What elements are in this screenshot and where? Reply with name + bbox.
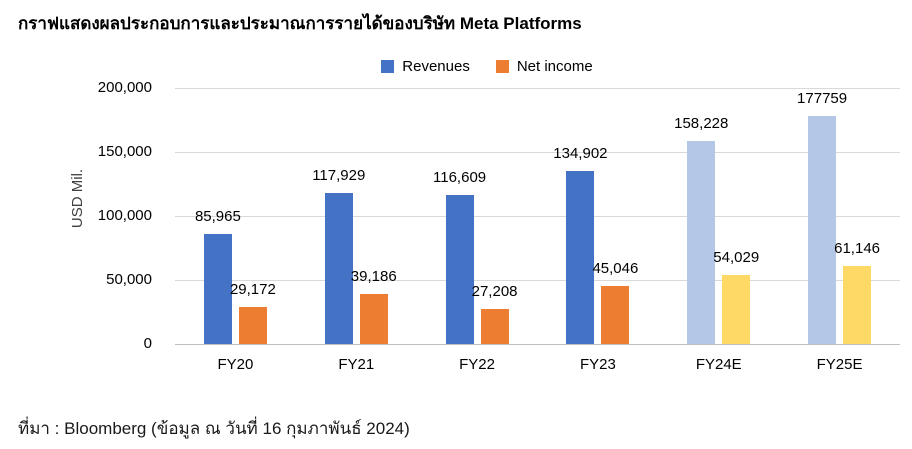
- data-label-net-income-fy21: 39,186: [350, 268, 397, 285]
- x-tick-label-fy23: FY23: [579, 356, 616, 373]
- gridline: [175, 87, 900, 89]
- data-label-revenues-fy22: 116,609: [433, 169, 487, 186]
- bar-net-income-fy20: [238, 307, 267, 344]
- legend-swatch-icon: [495, 59, 509, 73]
- plot-area: [175, 87, 900, 345]
- legend-item-net-income: Net income: [495, 57, 593, 75]
- data-label-net-income-fy24e: 54,029: [713, 249, 760, 266]
- data-label-revenues-fy25e: 177759: [797, 90, 848, 107]
- bar-net-income-fy23: [601, 286, 630, 344]
- y-tick-label: 150,000: [97, 143, 152, 160]
- y-tick-label: 0: [143, 335, 152, 352]
- gridline: [175, 151, 900, 153]
- data-label-revenues-fy20: 85,965: [194, 208, 241, 225]
- chart-legend: Revenues Net income: [62, 56, 912, 76]
- chart-title: กราฟแสดงผลประกอบการและประมาณการรายได้ของ…: [18, 14, 582, 33]
- x-tick-label-fy25e: FY25E: [816, 356, 863, 373]
- data-label-net-income-fy22: 27,208: [471, 283, 518, 300]
- source-note: ที่มา : Bloomberg (ข้อมูล ณ วันที่ 16 กุ…: [18, 419, 410, 438]
- bar-net-income-fy25e: [843, 266, 872, 344]
- x-tick-label-fy24e: FY24E: [695, 356, 742, 373]
- data-label-revenues-fy21: 117,929: [312, 167, 366, 184]
- legend-item-revenues: Revenues: [381, 58, 470, 75]
- bar-net-income-fy22: [480, 309, 509, 344]
- data-label-revenues-fy24e: 158,228: [674, 115, 729, 132]
- legend-swatch-icon: [381, 59, 395, 73]
- y-tick-label: 200,000: [97, 79, 152, 96]
- gridline: [175, 279, 900, 281]
- x-tick-label-fy21: FY21: [338, 356, 375, 373]
- y-tick-label: 50,000: [106, 271, 152, 288]
- bar-revenues-fy25e: [808, 116, 837, 344]
- bar-revenues-fy21: [324, 193, 353, 344]
- x-tick-label-fy22: FY22: [459, 356, 495, 373]
- bar-revenues-fy20: [203, 234, 232, 344]
- data-label-revenues-fy23: 134,902: [553, 145, 608, 162]
- bar-net-income-fy21: [359, 294, 388, 344]
- data-label-net-income-fy23: 45,046: [592, 260, 639, 277]
- x-axis-line: [175, 343, 900, 345]
- data-label-net-income-fy20: 29,172: [229, 281, 276, 298]
- legend-label: Revenues: [402, 57, 470, 75]
- bar-revenues-fy22: [445, 195, 474, 344]
- gridline: [175, 215, 900, 217]
- bar-revenues-fy24e: [687, 141, 716, 344]
- legend-label: Net income: [516, 57, 593, 75]
- bar-net-income-fy24e: [722, 275, 751, 344]
- x-tick-label-fy20: FY20: [217, 356, 254, 373]
- bar-revenues-fy23: [566, 171, 595, 344]
- data-label-net-income-fy25e: 61,146: [834, 240, 881, 257]
- y-tick-label: 100,000: [97, 207, 152, 224]
